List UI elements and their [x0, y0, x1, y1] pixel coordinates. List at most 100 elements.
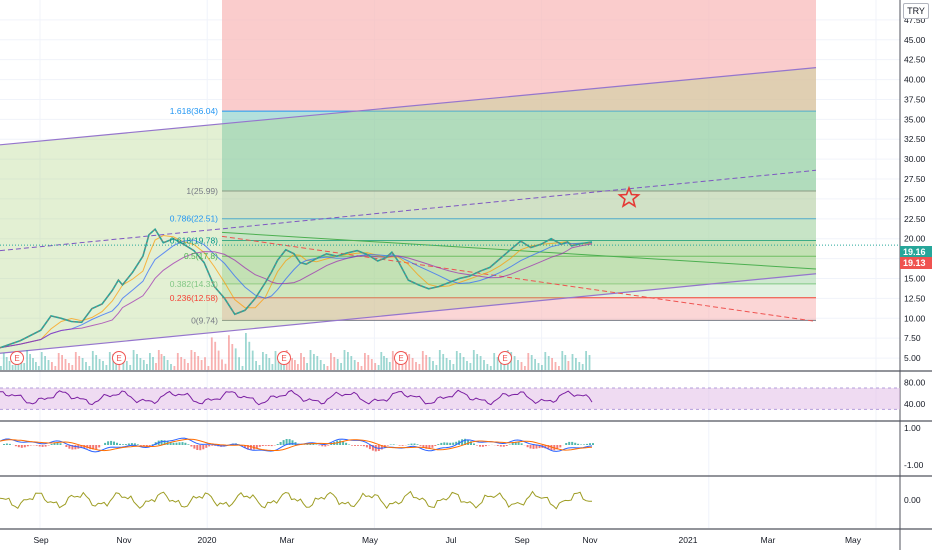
volume-bar — [152, 357, 154, 370]
macd-histogram-bar — [476, 445, 478, 446]
volume-bar — [82, 358, 84, 370]
volume-bar — [106, 365, 108, 370]
currency-badge[interactable]: TRY — [903, 3, 929, 19]
macd-histogram-bar — [9, 444, 11, 445]
volume-bar — [170, 364, 172, 370]
earnings-marker-label-2: E — [281, 354, 286, 363]
macd-histogram-bar — [202, 445, 204, 449]
macd-histogram-bar — [348, 445, 350, 446]
volume-bar — [32, 358, 34, 370]
rsi-pane — [0, 388, 900, 409]
oscillator-line — [0, 492, 592, 509]
volume-bar — [187, 363, 189, 370]
volume-bar — [228, 335, 230, 370]
volume-bar — [41, 352, 43, 370]
volume-bar — [225, 364, 227, 370]
volume-bar — [158, 350, 160, 370]
volume-bar — [548, 356, 550, 370]
macd-histogram-bar — [262, 445, 264, 446]
fib-label-1: 0.236(12.58) — [170, 293, 218, 303]
volume-bar — [265, 354, 267, 370]
volume-bar — [361, 366, 363, 370]
volume-bar — [316, 356, 318, 370]
volume-bar — [371, 359, 373, 370]
volume-bar — [327, 366, 329, 370]
volume-bar — [340, 363, 342, 370]
macd-signal-line — [0, 439, 592, 450]
macd-histogram-bar — [315, 444, 317, 445]
volume-bar — [214, 342, 216, 370]
volume-bar — [191, 350, 193, 370]
macd-histogram-bar — [437, 444, 439, 445]
volume-bar — [54, 366, 56, 370]
macd-histogram-bar — [208, 445, 210, 446]
volume-bar — [392, 351, 394, 370]
volume-bar — [538, 363, 540, 370]
volume-bar — [442, 354, 444, 370]
volume-bar — [561, 351, 563, 370]
rsi-tick-label: 40.00 — [904, 399, 926, 409]
macd-histogram-bar — [420, 445, 422, 446]
volume-bar — [255, 361, 257, 370]
macd-histogram-bar — [113, 442, 115, 445]
volume-bar — [449, 360, 451, 370]
volume-bar — [218, 351, 220, 370]
volume-bar — [235, 348, 237, 370]
time-tick-label: Mar — [280, 535, 295, 545]
volume-bar — [245, 333, 247, 370]
volume-bar — [487, 364, 489, 370]
volume-bar — [61, 355, 63, 370]
volume-bar — [422, 351, 424, 370]
macd-histogram-bar — [107, 441, 109, 445]
volume-bar — [3, 353, 5, 370]
macd-histogram-bar — [128, 444, 130, 446]
macd-histogram-bar — [179, 442, 181, 445]
volume-bar — [78, 356, 80, 370]
macd-histogram-bar — [119, 444, 121, 445]
macd-histogram-bar — [30, 445, 32, 446]
macd-histogram-bar — [327, 445, 329, 446]
macd-histogram-bar — [571, 442, 573, 445]
macd-histogram-bar — [411, 444, 413, 445]
volume-bar — [378, 365, 380, 370]
volume-bar — [303, 357, 305, 370]
volume-bar — [310, 350, 312, 370]
macd-histogram-bar — [176, 443, 178, 445]
volume-bar — [466, 361, 468, 370]
volume-bar — [242, 366, 244, 370]
price-tick-label: 35.00 — [904, 114, 926, 124]
volume-bar — [490, 366, 492, 370]
time-tick-label: Sep — [33, 535, 48, 545]
macd-histogram-bar — [18, 445, 20, 447]
price-tick-label: 37.50 — [904, 94, 926, 104]
fib-label-4: 0.618(19.78) — [170, 235, 218, 245]
price-tick-label: 30.00 — [904, 154, 926, 164]
macd-histogram-bar — [134, 443, 136, 445]
time-tick-label: Mar — [761, 535, 776, 545]
volume-bar — [429, 357, 431, 370]
volume-bar — [294, 360, 296, 370]
volume-bar — [48, 360, 50, 370]
volume-bar — [23, 363, 25, 370]
volume-bar — [180, 357, 182, 370]
volume-bar — [75, 352, 77, 370]
volume-bar — [211, 337, 213, 370]
volume-bar — [272, 364, 274, 370]
volume-bar — [275, 351, 277, 370]
volume-bar — [514, 356, 516, 370]
volume-bar — [330, 353, 332, 370]
macd-histogram-bar — [446, 443, 448, 445]
volume-bar — [65, 359, 67, 370]
volume-bar — [38, 366, 40, 370]
price-tick-label: 12.50 — [904, 293, 926, 303]
volume-bar — [297, 364, 299, 370]
volume-bar — [313, 354, 315, 370]
volume-bar — [374, 363, 376, 370]
volume-bar — [344, 350, 346, 370]
macd-histogram-bar — [369, 445, 371, 449]
macd-histogram-bar — [351, 445, 353, 446]
macd-histogram-bar — [390, 445, 392, 446]
